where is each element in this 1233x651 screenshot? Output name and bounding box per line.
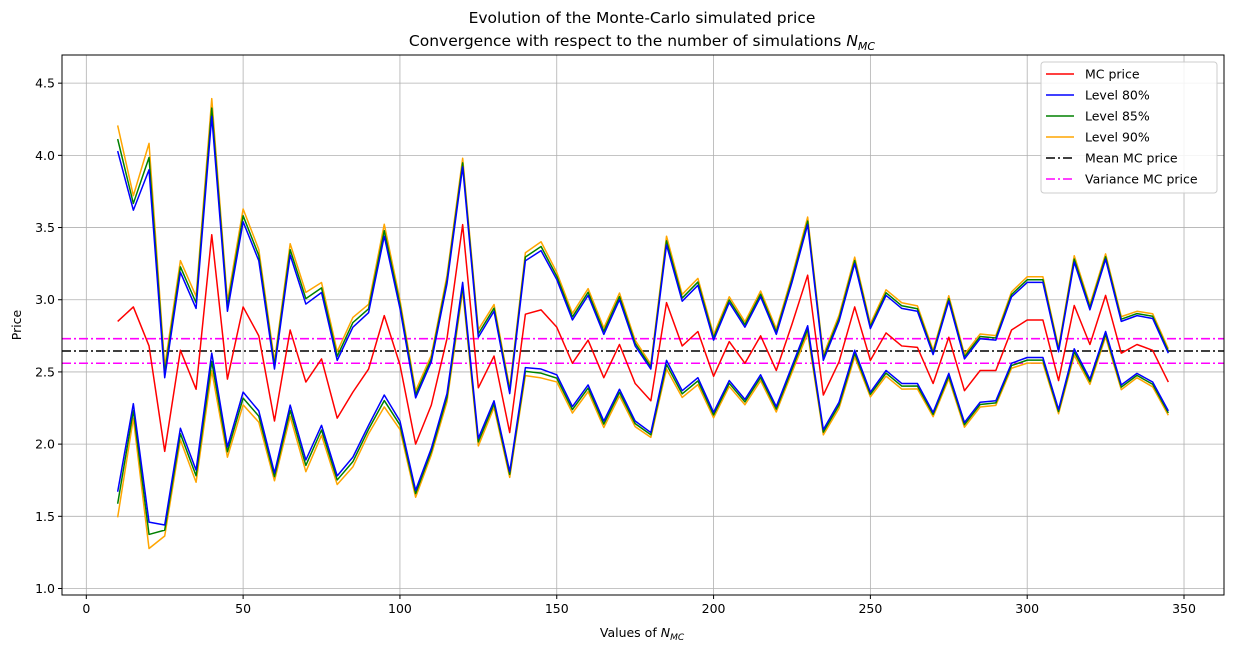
x-tick-label: 50: [235, 601, 251, 616]
x-tick-label: 100: [388, 601, 412, 616]
legend-label-mean: Mean MC price: [1085, 151, 1178, 166]
x-axis-label-math-sub: MC: [670, 633, 685, 643]
y-tick-label: 4.0: [35, 148, 55, 163]
series-l90-lower: [116, 290, 1169, 550]
y-tick-label: 2.0: [35, 437, 55, 452]
series-mc-price: [117, 223, 1170, 453]
y-tick-label: 4.5: [35, 76, 55, 91]
x-tick-label: 300: [1015, 601, 1039, 616]
chart-subtitle-math-sub: MC: [858, 40, 875, 53]
y-tick-label: 3.5: [35, 220, 55, 235]
axes-frame: [61, 54, 1225, 596]
y-axis: 1.0 1.5 2.0 2.5 3.0 3.5 4.0 4.5: [35, 76, 62, 596]
y-tick-label: 3.0: [35, 292, 55, 307]
chart-subtitle-text: Convergence with respect to the number o…: [409, 32, 846, 50]
x-tick-label: 200: [702, 601, 726, 616]
y-tick-label: 2.5: [35, 364, 55, 379]
series-l85-upper: [116, 107, 1170, 396]
y-axis-label: Price: [9, 309, 24, 340]
legend: MC price Level 80% Level 85% Level 90% Mean …: [1040, 61, 1218, 194]
legend-label-mc: MC price: [1085, 67, 1140, 82]
x-axis-label: Values of NMC: [600, 625, 685, 643]
legend-box: [1040, 61, 1218, 194]
chart-subtitle: Convergence with respect to the number o…: [409, 32, 876, 53]
x-tick-label: 250: [858, 601, 882, 616]
x-axis-label-text: Values of: [600, 625, 661, 640]
legend-label-var: Variance MC price: [1085, 172, 1198, 187]
legend-label-l80: Level 80%: [1085, 88, 1150, 103]
series-l90-upper: [116, 97, 1170, 392]
legend-label-l90: Level 90%: [1085, 130, 1150, 145]
plot-area: [62, 97, 1224, 550]
x-tick-label: 150: [545, 601, 569, 616]
x-axis-label-math: N: [661, 625, 671, 640]
x-tick-label: 350: [1172, 601, 1196, 616]
x-axis: 0 50 100 150 200 250 300 350: [82, 595, 1196, 616]
chart-subtitle-math: N: [846, 32, 858, 50]
y-tick-label: 1.0: [35, 581, 55, 596]
series-l85-lower: [116, 285, 1169, 536]
series-l80-upper: [116, 115, 1170, 399]
y-tick-label: 1.5: [35, 509, 55, 524]
legend-label-l85: Level 85%: [1085, 109, 1150, 124]
x-tick-label: 0: [82, 601, 90, 616]
series-l80-lower: [116, 281, 1169, 526]
chart-title: Evolution of the Monte-Carlo simulated p…: [469, 9, 816, 27]
